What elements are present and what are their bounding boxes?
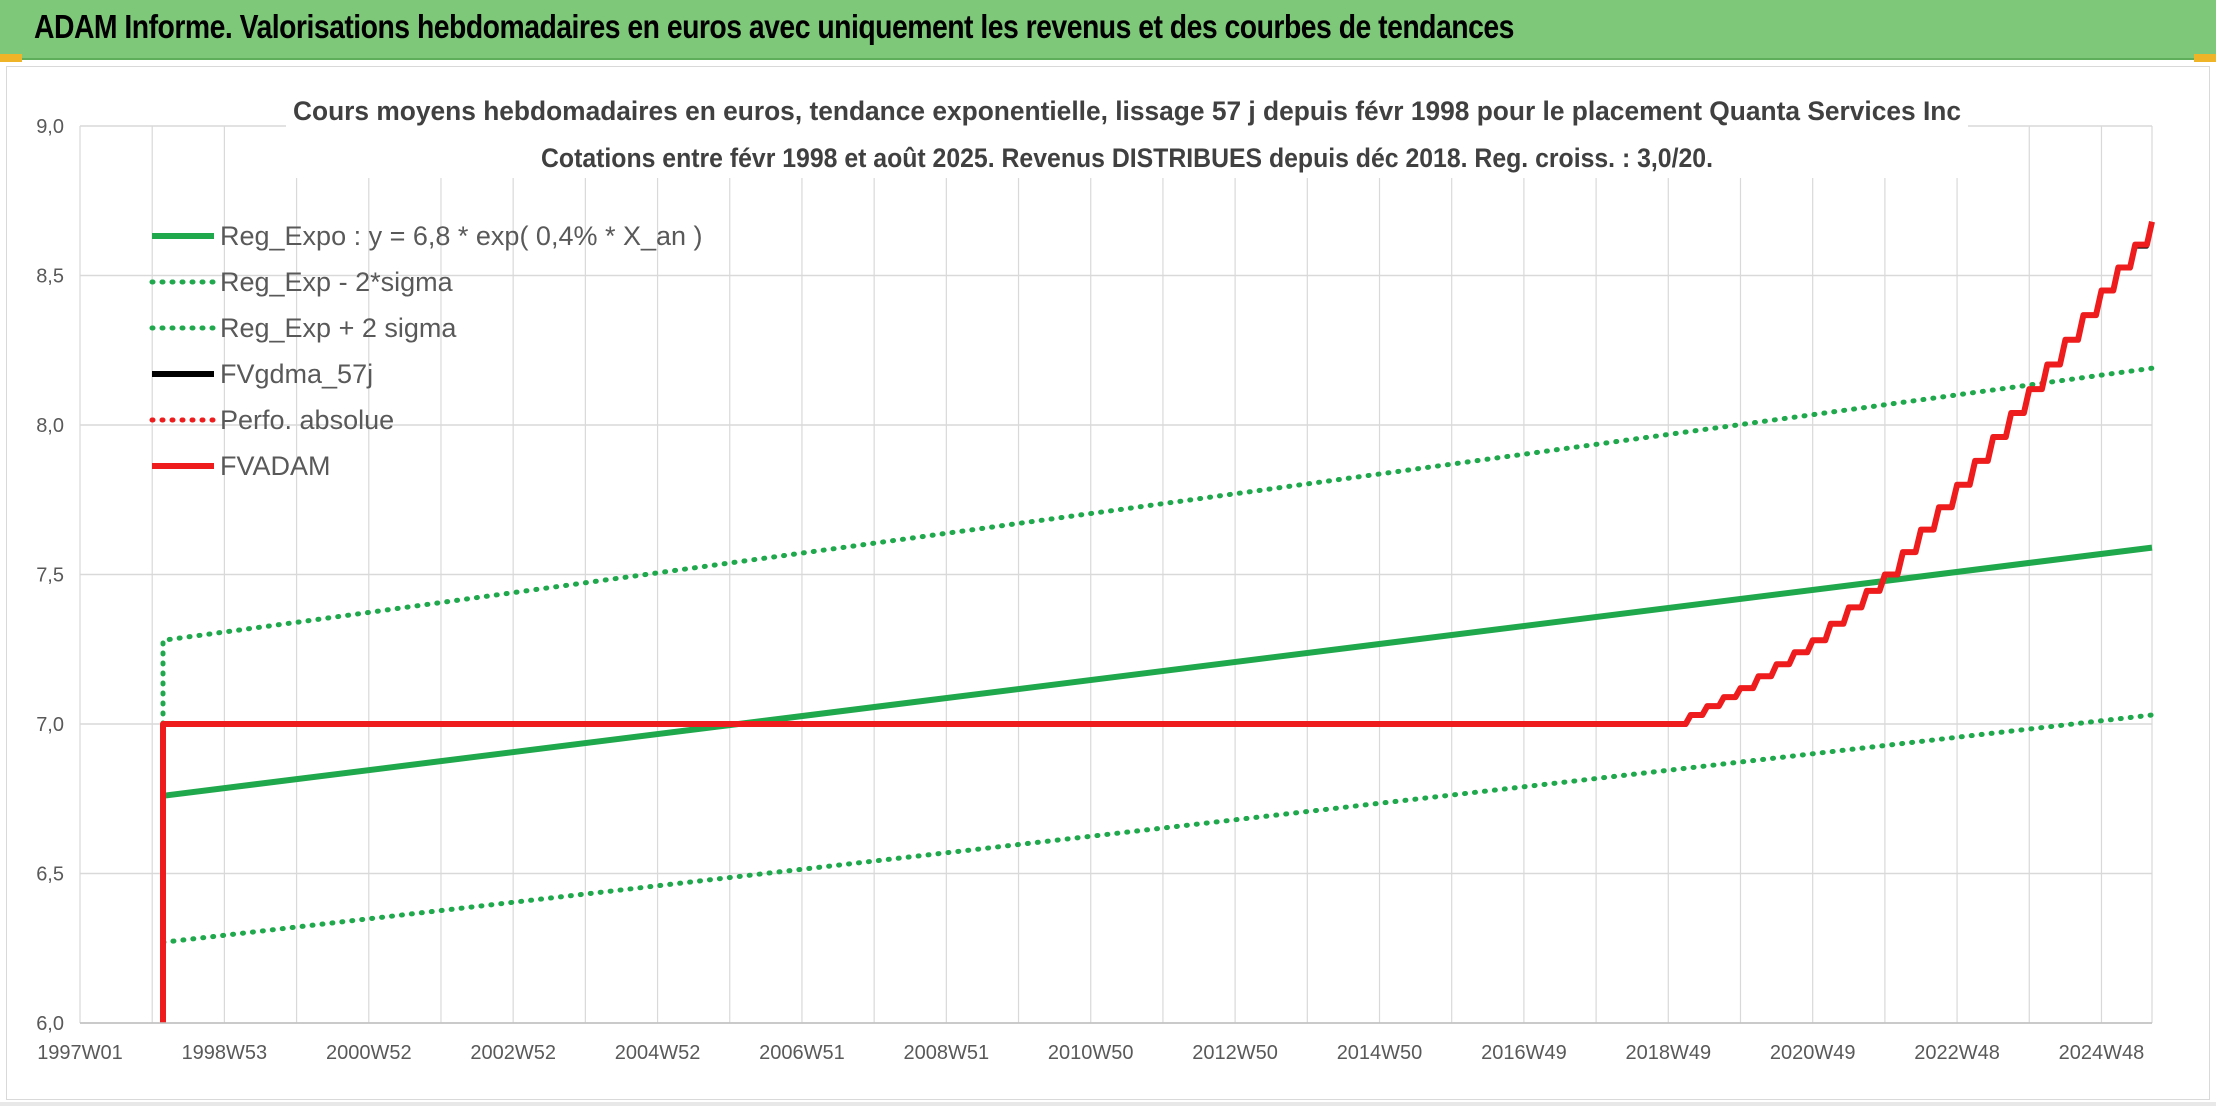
header-banner: ADAM Informe. Valorisations hebdomadaire… [0, 0, 2216, 60]
x-tick-label: 2012W50 [1192, 1042, 1278, 1064]
banner-corner-left [0, 54, 22, 62]
x-tick-label: 2024W48 [2059, 1042, 2145, 1064]
legend-label: FVgdma_57j [220, 359, 373, 389]
series-layer [160, 221, 2155, 1023]
series-line-reg-exp-2-sigma [160, 365, 2155, 727]
x-tick-label: 2006W51 [759, 1042, 845, 1064]
chart-title: Cours moyens hebdomadaires en euros, ten… [293, 96, 1961, 126]
y-tick-label: 9,0 [36, 116, 64, 138]
chart-titles: Cours moyens hebdomadaires en euros, ten… [286, 90, 1968, 178]
y-tick-label: 7,5 [36, 565, 64, 587]
axes: 6,0 6,5 7,0 7,5 8,0 8,5 9,0 1997W01 1998W53 2000W… [36, 116, 2152, 1064]
y-tick-label: 6,0 [36, 1013, 64, 1035]
page-title: ADAM Informe. Valorisations hebdomadaire… [34, 8, 1514, 45]
bottom-edge [0, 1102, 2216, 1106]
legend: Reg_Expo : y = 6,8 * exp( 0,4% * X_an ) R… [149, 221, 703, 481]
series-line-fvgdma-57j [163, 224, 2154, 726]
y-tick-label: 6,5 [36, 864, 64, 886]
series-line-reg-exp-2-sigma [160, 712, 2155, 945]
chart-subtitle: Cotations entre févr 1998 et août 2025. … [541, 143, 1713, 173]
x-tick-label: 2022W48 [1914, 1042, 2000, 1064]
legend-label: Reg_Exp - 2*sigma [220, 267, 454, 297]
series-line-fvadam [160, 221, 2155, 1023]
x-tick-label: 2000W52 [326, 1042, 412, 1064]
series-line-reg-expo-y-6-8-exp-0-4-x-an- [162, 544, 2153, 799]
x-tick-label: 2018W49 [1625, 1042, 1711, 1064]
grid [79, 125, 2153, 1024]
legend-label: FVADAM [220, 451, 331, 481]
x-tick-label: 2020W49 [1770, 1042, 1856, 1064]
x-tick-label: 2004W52 [615, 1042, 701, 1064]
title-background [286, 90, 1968, 178]
x-tick-label: 2008W51 [904, 1042, 990, 1064]
x-tick-label: 2014W50 [1337, 1042, 1423, 1064]
chart-frame [6, 66, 2210, 1100]
y-tick-label: 8,5 [36, 266, 64, 288]
x-tick-label: 2016W49 [1481, 1042, 1567, 1064]
x-tick-label: 2002W52 [470, 1042, 556, 1064]
y-tick-label: 8,0 [36, 415, 64, 437]
y-tick-label: 7,0 [36, 714, 64, 736]
x-tick-label: 2010W50 [1048, 1042, 1134, 1064]
legend-label: Reg_Expo : y = 6,8 * exp( 0,4% * X_an ) [220, 221, 703, 251]
legend-label: Perfo. absolue [220, 405, 394, 435]
banner-corner-right [2194, 54, 2216, 62]
x-tick-label: 1998W53 [182, 1042, 268, 1064]
x-tick-label: 1997W01 [37, 1042, 123, 1064]
legend-label: Reg_Exp + 2 sigma [220, 313, 457, 343]
